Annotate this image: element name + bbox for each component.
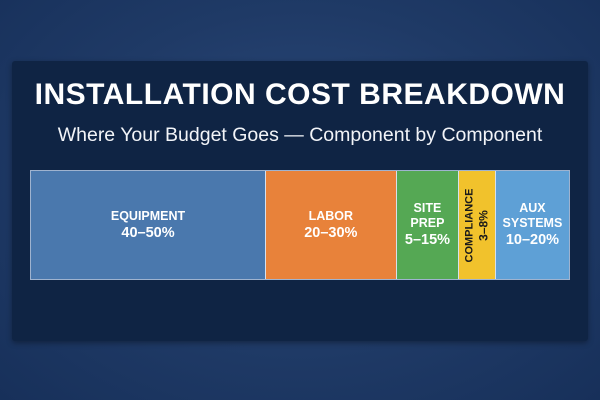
chart-subtitle: Where Your Budget Goes — Component by Co… xyxy=(57,124,543,146)
segment-value-equipment: 40–50% xyxy=(121,224,175,241)
segment-aux-systems: AUX SYSTEMS 10–20% xyxy=(495,171,569,279)
segment-compliance: COMPLIANCE 3–8% xyxy=(459,171,496,279)
segment-value-aux-systems: 10–20% xyxy=(505,232,560,248)
segment-value-site-prep: 5–15% xyxy=(404,232,451,248)
chart-title: INSTALLATION COST BREAKDOWN xyxy=(34,78,566,111)
segment-label-site-prep: SITE PREP xyxy=(410,201,445,230)
segment-value-compliance: 3–8% xyxy=(476,209,491,241)
segment-equipment: EQUIPMENT 40–50% xyxy=(31,171,267,279)
segment-label-equipment: EQUIPMENT xyxy=(110,208,186,223)
segment-label-compliance: COMPLIANCE xyxy=(463,188,476,262)
segment-value-labor: 20–30% xyxy=(304,224,358,241)
segment-label-aux-systems: AUX SYSTEMS xyxy=(502,201,563,230)
segment-site-prep: SITE PREP 5–15% xyxy=(396,171,460,279)
segment-label-labor: LABOR xyxy=(308,208,354,223)
segment-labor: LABOR 20–30% xyxy=(266,171,397,279)
stacked-bar: EQUIPMENT 40–50% LABOR 20–30% SITE PREP 5… xyxy=(30,170,570,280)
